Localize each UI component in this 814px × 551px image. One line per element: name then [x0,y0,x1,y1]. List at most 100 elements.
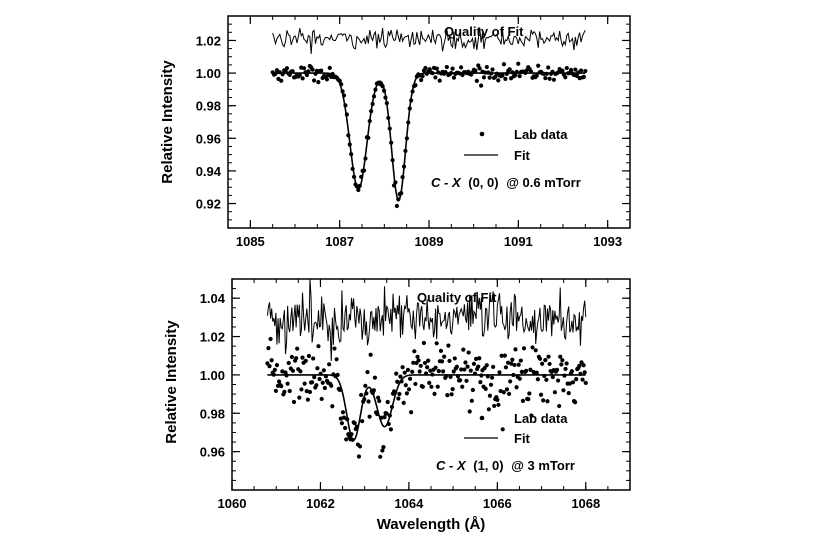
lab-data-point [484,363,489,368]
lab-data-point [358,392,364,398]
lab-data-point [444,64,449,70]
x-tick-label: 1066 [483,496,512,511]
lab-data-point [291,399,297,405]
lab-data-point [317,376,322,382]
lab-data-point [583,68,588,74]
quality-of-fit-label: Quality of Fit [417,290,497,305]
lab-data-point [574,73,579,78]
lab-data-point [490,67,495,72]
y-tick-label: 0.94 [196,164,222,179]
y-tick-labels: 0.92 0.94 0.96 0.98 1.00 1.02 [196,33,222,211]
legend-fit-label: Fit [514,148,531,163]
lab-data-point [488,382,494,387]
lab-data-point [297,73,302,78]
lab-data-point [460,384,465,389]
lab-data-point [304,72,310,78]
lab-data-point [450,387,455,392]
band-annotation-band: (0, 0) [468,175,498,190]
lab-data-point [316,80,321,85]
lab-data-point [305,397,310,402]
lab-data-point [489,375,495,380]
lab-data-point [582,370,587,375]
lab-data-point [442,354,447,359]
lab-data-point [451,369,456,374]
lab-data-point [367,414,372,419]
lab-data-point [267,364,272,369]
lab-data-point [298,369,303,374]
lab-data-point [439,359,445,364]
lab-data-point [476,364,481,369]
lab-data-point [409,410,414,415]
lab-data-point [513,72,518,78]
y-axis-label: Relative Intensity [159,60,176,184]
lab-data-point [560,68,565,73]
lab-data-point [356,454,362,459]
y-tick-label: 0.96 [200,445,225,460]
lab-data-point [566,390,571,396]
chart-panel-top: 1085 1087 1089 1091 1093 0.92 0.94 0.96 0.98 1.0… [159,15,631,249]
lab-data-point [557,403,562,409]
lab-data-point [422,360,428,366]
y-tick-label: 1.00 [196,66,221,81]
lab-data-point [343,425,348,431]
lab-data-point [300,76,305,81]
lab-data-point [357,444,363,449]
legend-lab-data-marker [479,415,485,421]
lab-data-point [382,415,387,420]
lab-data-point [311,78,317,83]
lab-data-point [433,365,438,370]
lab-data-point [335,372,340,377]
lab-data-point [551,77,557,82]
lab-data-point [339,421,345,426]
lab-data-point [407,376,413,381]
lab-data-point [508,379,513,384]
lab-data-point [543,358,548,363]
lab-data-point [533,348,538,353]
lab-data-point [574,377,579,382]
lab-data-point [282,389,287,394]
lab-data-point [554,367,560,372]
lab-data-point [454,364,460,369]
y-tick-label: 1.04 [200,291,226,306]
lab-data-point [307,389,313,395]
lab-data-point [452,356,457,361]
plot-frame [227,15,631,229]
lab-data-point [385,399,390,405]
lab-data-point [401,400,406,405]
lab-data-point [435,384,440,389]
axis-ticks [227,15,631,229]
lab-data-point [276,379,282,384]
lab-data-point [538,392,544,397]
lab-data-point [319,68,324,73]
x-tick-label: 1087 [325,234,354,249]
quality-of-fit-series [272,27,586,54]
lab-data-point [567,381,572,386]
lab-data-point [483,386,488,392]
lab-data-point [501,62,507,67]
lab-data-point [543,76,548,81]
lab-data-point [316,344,321,349]
lab-data-point [459,367,464,372]
lab-data-point [377,398,382,404]
band-annotation-band: (1, 0) [473,458,503,473]
lab-data-point [312,375,317,380]
lab-data-point [421,340,427,346]
lab-data-point [573,400,578,405]
lab-data-point [394,203,399,209]
lab-data-point [450,66,455,71]
lab-data-point [334,357,339,362]
lab-data-point [477,66,482,71]
lab-data-point [537,356,543,361]
lab-data-point [300,355,305,360]
legend-lab-data-marker [479,131,485,137]
lab-data-point [471,361,477,366]
lab-data-point [520,398,526,403]
lab-data-point [563,75,568,80]
lab-data-point [478,380,483,385]
lab-data-point [459,65,464,70]
lab-data-point [398,374,403,379]
lab-data-point [381,445,386,450]
lab-data-point [427,380,432,385]
lab-data-point [420,384,425,389]
lab-data-point [583,380,588,385]
